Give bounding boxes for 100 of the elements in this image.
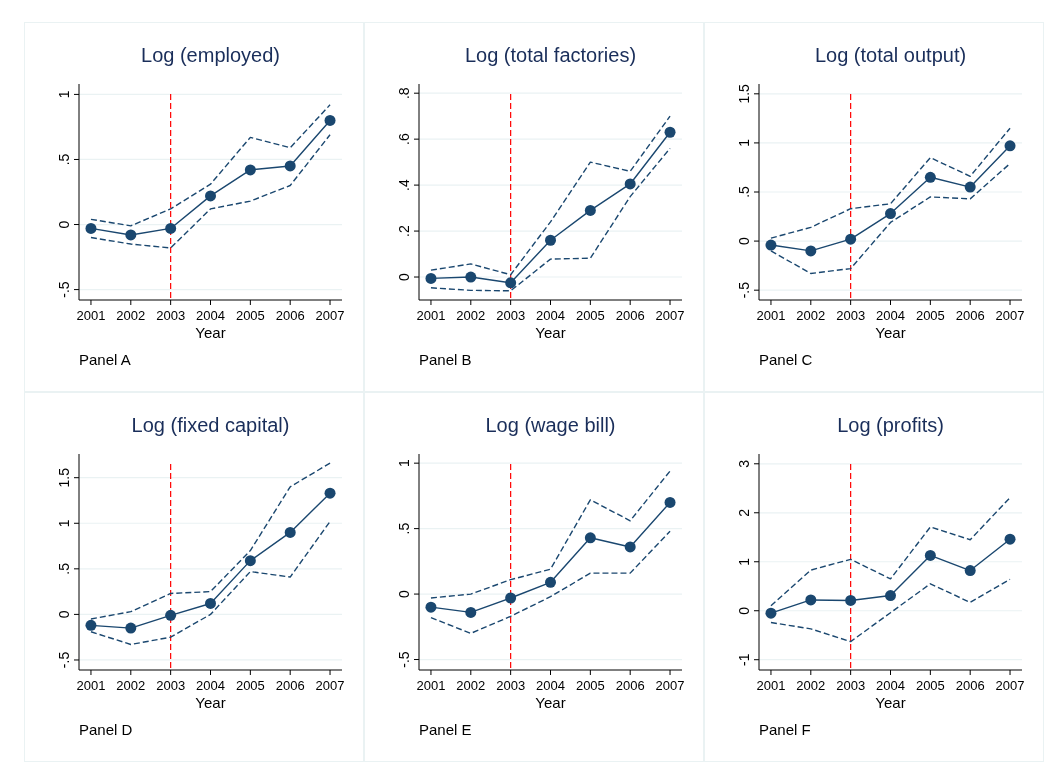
point <box>425 272 437 284</box>
point <box>324 487 336 499</box>
point <box>165 222 177 234</box>
point <box>765 239 777 251</box>
x-tick-label: 2005 <box>235 678 265 693</box>
x-tick-label: 2003 <box>156 308 186 323</box>
y-tick-label: 0 <box>736 606 752 615</box>
y-tick-label: 0 <box>56 220 72 229</box>
chart-title: Log (employed) <box>141 44 280 66</box>
line-series <box>90 104 331 227</box>
x-tick-label: 2001 <box>756 308 786 323</box>
x-tick-label: 2003 <box>496 308 526 323</box>
x-tick-label: 2003 <box>496 678 526 693</box>
y-tick-label: .4 <box>396 179 412 191</box>
point <box>924 549 936 561</box>
x-axis-title: Year <box>875 324 906 341</box>
point <box>1004 140 1016 152</box>
point <box>885 590 896 602</box>
x-tick-label: 2006 <box>615 308 645 323</box>
point <box>805 594 817 606</box>
point <box>545 576 556 588</box>
y-tick-label: .6 <box>396 133 412 145</box>
x-tick-label: 2005 <box>915 678 945 693</box>
point <box>664 126 676 138</box>
x-tick-label: 2004 <box>536 308 565 323</box>
x-tick-label: 2007 <box>655 678 685 693</box>
point <box>964 181 976 193</box>
point <box>584 204 596 216</box>
x-axis-title: Year <box>535 324 566 341</box>
x-tick-label: 2002 <box>116 308 146 323</box>
point <box>205 190 216 202</box>
point <box>244 164 256 176</box>
y-tick-label: 1 <box>56 519 72 528</box>
text: Panel D <box>79 721 133 738</box>
point <box>1004 533 1016 545</box>
x-tick-label: 2002 <box>456 308 486 323</box>
point <box>805 245 817 257</box>
chart-title: Log (total output) <box>814 44 967 66</box>
text: Panel A <box>79 351 131 368</box>
y-tick-label: 1.5 <box>736 83 752 104</box>
x-tick-label: 2002 <box>116 678 146 693</box>
point <box>624 178 636 190</box>
x-tick-label: 2005 <box>575 308 605 323</box>
y-tick-label: .5 <box>56 153 72 166</box>
y-tick-label: 3 <box>736 459 752 468</box>
line-series <box>430 470 671 599</box>
line-series <box>430 530 671 635</box>
x-tick-label: 2006 <box>615 678 645 693</box>
x-tick-label: 2001 <box>76 678 106 693</box>
point <box>284 160 296 172</box>
x-tick-label: 2002 <box>456 678 486 693</box>
x-tick-label: 2007 <box>315 678 345 693</box>
y-tick-label: 1 <box>736 138 752 147</box>
text: Panel B <box>419 351 472 368</box>
y-tick-label: -.5 <box>736 281 752 299</box>
point <box>125 622 137 634</box>
y-tick-label: -.5 <box>396 651 412 668</box>
point <box>125 229 137 241</box>
point <box>284 526 296 538</box>
y-tick-label: .5 <box>736 185 752 198</box>
point <box>885 208 896 220</box>
x-tick-label: 2003 <box>836 678 866 693</box>
point <box>624 541 636 553</box>
x-tick-label: 2007 <box>655 308 685 323</box>
y-tick-label: .5 <box>396 522 412 535</box>
y-tick-label: -.5 <box>56 281 72 298</box>
chart-title: Log (fixed capital) <box>131 414 290 436</box>
point <box>765 607 777 619</box>
y-tick-label: 1 <box>396 459 412 468</box>
x-tick-label: 2004 <box>876 308 905 323</box>
line-series <box>430 115 671 276</box>
y-tick-label: .8 <box>396 87 412 100</box>
point <box>964 565 976 577</box>
point <box>85 222 97 234</box>
x-tick-label: 2001 <box>416 308 446 323</box>
x-tick-label: 2005 <box>575 678 605 693</box>
point <box>85 619 97 631</box>
x-axis-title: Year <box>195 694 226 711</box>
x-tick-label: 2003 <box>836 308 866 323</box>
y-tick-label: 1.5 <box>56 467 72 488</box>
x-axis-title: Year <box>875 694 906 711</box>
point <box>505 592 517 604</box>
x-tick-label: 2002 <box>796 678 826 693</box>
x-tick-label: 2006 <box>955 678 985 693</box>
y-tick-label: 0 <box>736 236 752 245</box>
y-tick-label: 0 <box>396 272 412 281</box>
point <box>165 609 177 621</box>
x-tick-label: 2007 <box>315 308 345 323</box>
point <box>545 234 556 246</box>
x-tick-label: 2005 <box>915 308 945 323</box>
x-tick-label: 2006 <box>275 678 305 693</box>
point <box>845 594 857 606</box>
line-series <box>430 147 671 292</box>
point <box>465 271 477 283</box>
y-tick-label: .2 <box>396 225 412 237</box>
x-tick-label: 2001 <box>416 678 446 693</box>
x-tick-label: 2002 <box>796 308 826 323</box>
x-tick-label: 2001 <box>756 678 786 693</box>
point <box>205 597 216 609</box>
x-tick-label: 2005 <box>235 308 265 323</box>
